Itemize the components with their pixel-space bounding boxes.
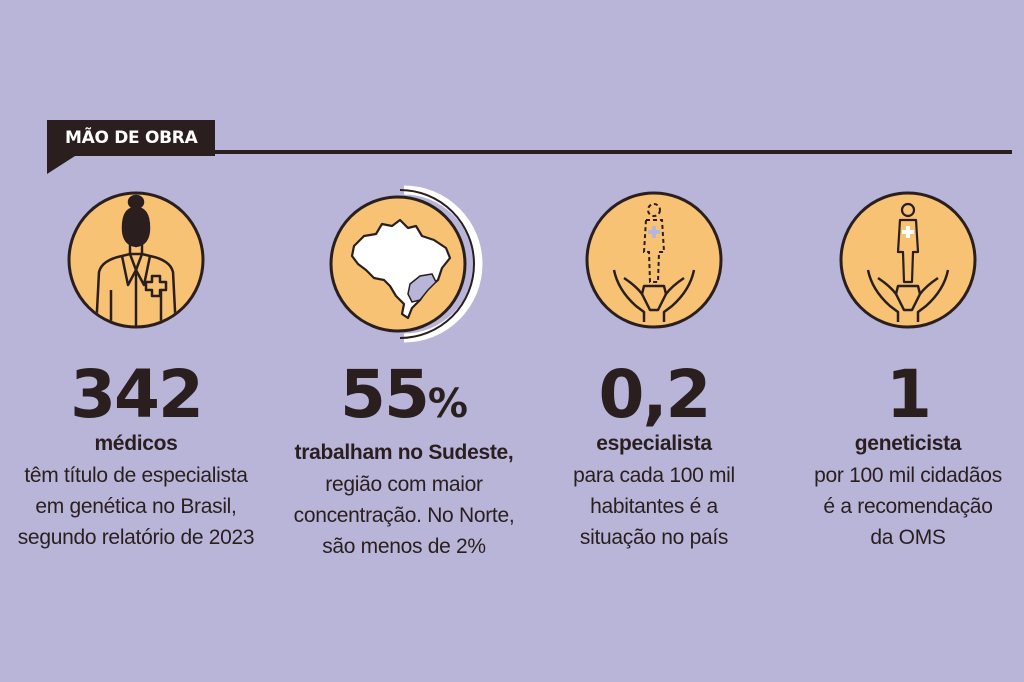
stat-lead: trabalham no Sudeste,	[294, 441, 514, 464]
stat-description: têm título de especialista em genética n…	[8, 460, 264, 553]
doctor-icon	[67, 191, 205, 329]
stat-lead: médicos	[94, 432, 178, 455]
hands-dashed-person-icon	[585, 191, 723, 329]
stat-line: por 100 mil cidadãos	[814, 464, 1002, 487]
stat-lead: especialista	[596, 432, 712, 455]
stat-line: é a recomendação	[823, 495, 993, 518]
stat-southeast: 55% trabalham no Sudeste, região com mai…	[276, 185, 532, 562]
hands-person-icon	[839, 191, 977, 329]
section-label: MÃO DE OBRA	[47, 120, 216, 156]
stat-value: 55%	[276, 362, 532, 437]
stat-value: 1	[886, 356, 932, 433]
section-label-notch	[47, 156, 75, 174]
stat-value: 0,2	[598, 356, 712, 433]
stat-description: região com maior concentração. No Norte,…	[276, 469, 532, 562]
stat-value: 342	[70, 356, 204, 433]
stat-description: por 100 mil cidadãos é a recomendação da…	[780, 460, 1024, 553]
stat-line: concentração. No Norte,	[293, 504, 515, 527]
stat-line: segundo relatório de 2023	[17, 526, 255, 549]
stat-line: são menos de 2%	[322, 535, 486, 558]
stat-line: habitantes é a	[590, 495, 718, 518]
brazil-map-icon	[329, 185, 483, 343]
stat-line: têm título de especialista	[24, 464, 248, 487]
stat-lead: geneticista	[854, 432, 962, 455]
stat-line: região com maior	[325, 473, 483, 496]
stat-line: situação no país	[579, 526, 729, 549]
stat-doctors: 342 médicos têm título de especialista e…	[8, 190, 264, 553]
stat-number: 55	[340, 356, 430, 433]
stat-line: em genética no Brasil,	[35, 495, 237, 518]
stat-unit: %	[427, 381, 468, 427]
stat-line: da OMS	[870, 526, 946, 549]
stat-line: para cada 100 mil	[573, 464, 735, 487]
stat-description: para cada 100 mil habitantes é a situaçã…	[526, 460, 782, 553]
stat-who-recommendation: 1 geneticista por 100 mil cidadãos é a r…	[780, 190, 1024, 553]
stat-specialists-per-capita: 0,2 especialista para cada 100 mil habit…	[526, 190, 782, 553]
section-divider	[212, 150, 1012, 154]
